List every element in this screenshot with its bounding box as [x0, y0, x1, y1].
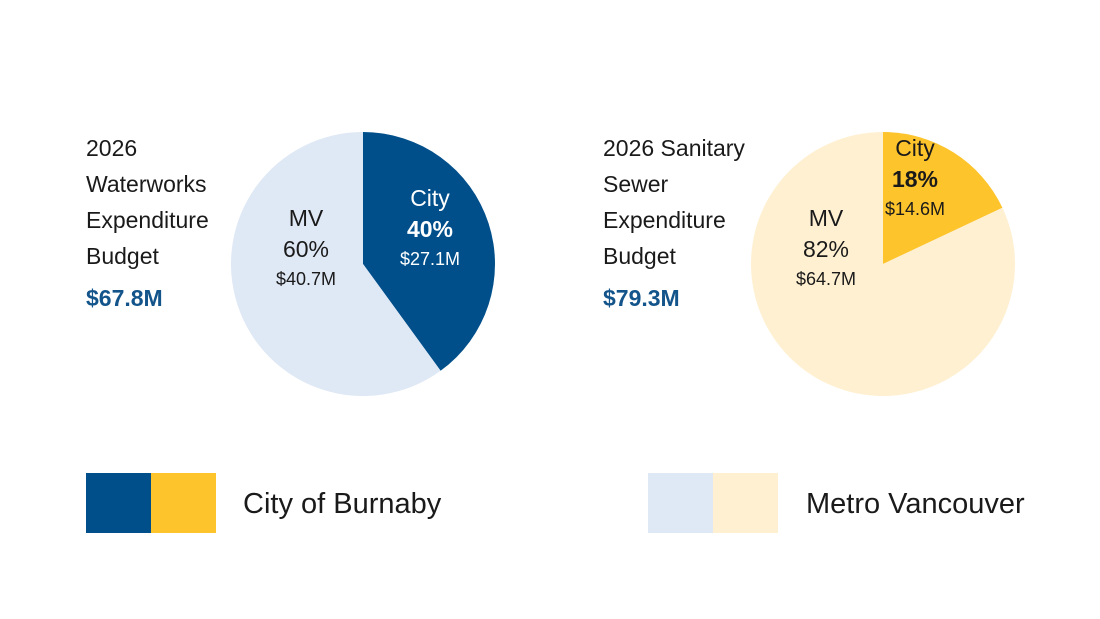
waterworks-total: $67.8M	[86, 285, 163, 311]
slice-label: MV	[809, 205, 844, 231]
pie-slice-mv	[231, 132, 441, 396]
title-line: 2026	[86, 135, 138, 161]
slice-percent: 18%	[892, 166, 938, 192]
legend-swatch-mv-water	[648, 473, 713, 533]
slice-percent: 40%	[407, 216, 453, 242]
waterworks-title: 2026 Waterworks Expenditure Budget $67.8…	[86, 130, 256, 316]
title-line: 2026 Sanitary	[603, 135, 745, 161]
legend-label-city: City of Burnaby	[243, 488, 442, 520]
slice-amount: $64.7M	[796, 269, 856, 289]
legend-label-mv: Metro Vancouver	[806, 488, 1025, 520]
title-line: Budget	[603, 243, 676, 269]
slice-label: City	[895, 135, 935, 161]
sewer-title: 2026 Sanitary Sewer Expenditure Budget $…	[603, 130, 773, 316]
legend-swatch-mv-sewer	[713, 473, 778, 533]
legend-swatch-city-water	[86, 473, 151, 533]
title-line: Expenditure	[603, 207, 726, 233]
slice-amount: $14.6M	[885, 199, 945, 219]
pie-slice-mv	[751, 132, 1016, 397]
pie-slice-city	[883, 132, 1003, 264]
slice-percent: 60%	[283, 236, 329, 262]
legend-swatch-city-sewer	[151, 473, 216, 533]
slice-amount: $27.1M	[400, 249, 460, 269]
title-line: Waterworks	[86, 171, 207, 197]
pie-slice-city	[363, 132, 496, 371]
slice-label: MV	[289, 205, 324, 231]
slice-amount: $40.7M	[276, 269, 336, 289]
slice-label: City	[410, 185, 450, 211]
sewer-total: $79.3M	[603, 285, 680, 311]
title-line: Expenditure	[86, 207, 209, 233]
slice-percent: 82%	[803, 236, 849, 262]
title-line: Budget	[86, 243, 159, 269]
title-line: Sewer	[603, 171, 669, 197]
